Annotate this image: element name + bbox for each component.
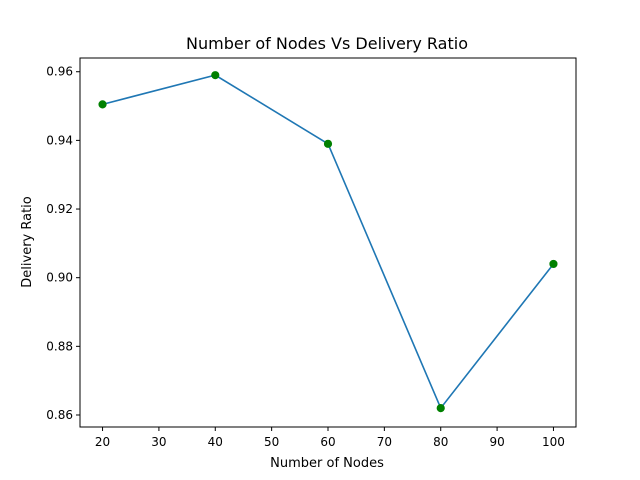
x-tick-label: 70 bbox=[377, 435, 392, 449]
y-tick-label: 0.88 bbox=[46, 339, 73, 353]
x-tick-label: 30 bbox=[151, 435, 166, 449]
x-axis-label: Number of Nodes bbox=[270, 456, 384, 471]
y-tick-label: 0.86 bbox=[46, 408, 73, 422]
x-tick-label: 50 bbox=[264, 435, 279, 449]
x-tick-label: 40 bbox=[208, 435, 223, 449]
data-point bbox=[549, 259, 558, 269]
y-tick-label: 0.92 bbox=[46, 202, 73, 216]
data-point bbox=[323, 139, 333, 148]
y-tick-label: 0.96 bbox=[46, 65, 73, 79]
y-axis-label: Delivery Ratio bbox=[20, 196, 35, 288]
data-point bbox=[211, 71, 220, 80]
y-tick-label: 0.94 bbox=[46, 133, 73, 147]
y-tick-label: 0.90 bbox=[46, 271, 73, 285]
series-layer bbox=[98, 71, 558, 413]
x-tick-label: 80 bbox=[433, 435, 448, 449]
x-axis: 20 30 40 50 60 70 80 90 100 bbox=[95, 427, 565, 449]
chart-title: Number of Nodes Vs Delivery Ratio bbox=[186, 34, 468, 53]
x-tick-label: 100 bbox=[542, 435, 565, 449]
x-tick-label: 60 bbox=[320, 435, 335, 449]
data-point bbox=[436, 404, 445, 413]
data-point bbox=[98, 100, 107, 109]
x-tick-label: 20 bbox=[95, 435, 110, 449]
x-tick-label: 90 bbox=[489, 435, 504, 449]
y-axis: 0.86 0.88 0.90 0.92 0.94 0.96 bbox=[46, 65, 80, 422]
